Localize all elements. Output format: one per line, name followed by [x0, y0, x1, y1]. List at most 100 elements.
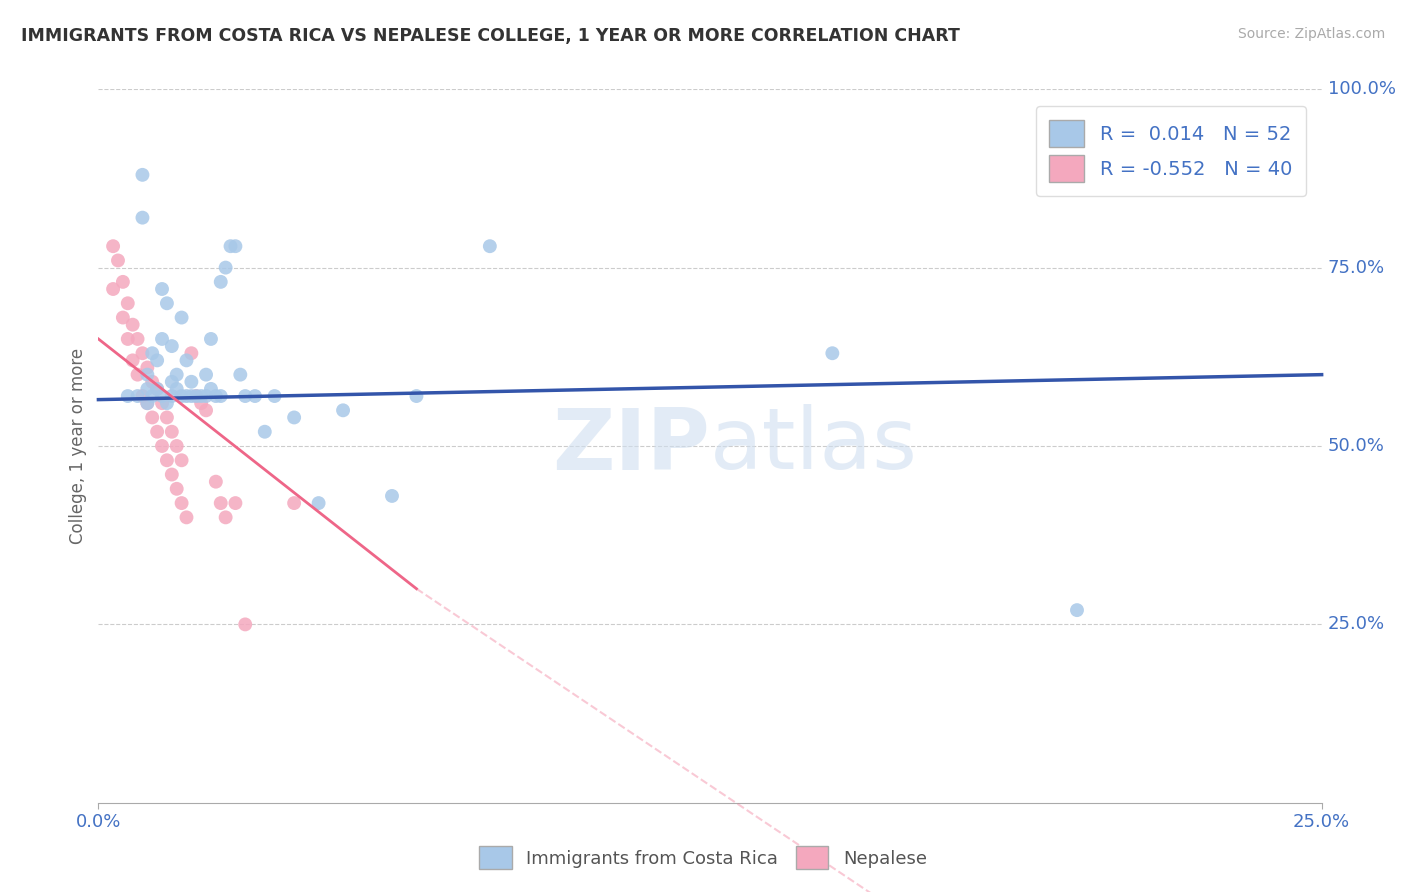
- Point: [111, 310, 134, 325]
- Text: 50.0%: 50.0%: [1327, 437, 1385, 455]
- Point: [195, 403, 218, 417]
- Point: [176, 389, 198, 403]
- Point: [156, 296, 179, 310]
- Point: [190, 389, 212, 403]
- Point: [141, 410, 163, 425]
- Point: [160, 375, 183, 389]
- Legend: R =  0.014   N = 52, R = -0.552   N = 40: R = 0.014 N = 52, R = -0.552 N = 40: [1036, 106, 1306, 196]
- Point: [136, 360, 159, 375]
- Point: [200, 332, 222, 346]
- Point: [170, 496, 193, 510]
- Text: Source: ZipAtlas.com: Source: ZipAtlas.com: [1237, 27, 1385, 41]
- Point: [156, 453, 179, 467]
- Point: [263, 389, 285, 403]
- Point: [136, 396, 159, 410]
- Point: [186, 389, 208, 403]
- Text: 25.0%: 25.0%: [1327, 615, 1385, 633]
- Point: [283, 496, 305, 510]
- Point: [381, 489, 404, 503]
- Point: [150, 396, 173, 410]
- Point: [205, 475, 228, 489]
- Point: [127, 332, 149, 346]
- Point: [166, 439, 188, 453]
- Point: [121, 318, 143, 332]
- Text: ZIP: ZIP: [553, 404, 710, 488]
- Point: [214, 260, 236, 275]
- Point: [180, 375, 202, 389]
- Point: [150, 439, 173, 453]
- Point: [195, 368, 218, 382]
- Point: [156, 410, 179, 425]
- Point: [150, 282, 173, 296]
- Point: [160, 467, 183, 482]
- Point: [141, 346, 163, 360]
- Point: [101, 282, 124, 296]
- Point: [121, 353, 143, 368]
- Point: [205, 389, 228, 403]
- Point: [127, 389, 149, 403]
- Point: [160, 339, 183, 353]
- Text: 100.0%: 100.0%: [1327, 80, 1396, 98]
- Point: [101, 239, 124, 253]
- Point: [233, 389, 256, 403]
- Point: [170, 310, 193, 325]
- Point: [117, 332, 139, 346]
- Legend: Immigrants from Costa Rica, Nepalese: Immigrants from Costa Rica, Nepalese: [470, 838, 936, 879]
- Point: [209, 389, 232, 403]
- Point: [127, 368, 149, 382]
- Point: [150, 332, 173, 346]
- Point: [821, 346, 844, 360]
- Point: [131, 211, 153, 225]
- Point: [170, 453, 193, 467]
- Point: [176, 510, 198, 524]
- Y-axis label: College, 1 year or more: College, 1 year or more: [69, 348, 87, 544]
- Point: [186, 389, 208, 403]
- Point: [117, 389, 139, 403]
- Text: 75.0%: 75.0%: [1327, 259, 1385, 277]
- Point: [200, 382, 222, 396]
- Point: [160, 425, 183, 439]
- Point: [195, 389, 218, 403]
- Point: [209, 496, 232, 510]
- Point: [214, 510, 236, 524]
- Point: [233, 617, 256, 632]
- Point: [332, 403, 354, 417]
- Point: [136, 382, 159, 396]
- Point: [283, 410, 305, 425]
- Point: [150, 389, 173, 403]
- Point: [166, 482, 188, 496]
- Point: [224, 496, 246, 510]
- Point: [131, 168, 153, 182]
- Point: [146, 382, 169, 396]
- Point: [141, 389, 163, 403]
- Point: [224, 239, 246, 253]
- Point: [1066, 603, 1088, 617]
- Point: [253, 425, 276, 439]
- Point: [146, 382, 169, 396]
- Point: [131, 389, 153, 403]
- Point: [156, 396, 179, 410]
- Point: [229, 368, 252, 382]
- Point: [308, 496, 330, 510]
- Point: [136, 368, 159, 382]
- Point: [219, 239, 242, 253]
- Point: [180, 346, 202, 360]
- Point: [160, 389, 183, 403]
- Point: [141, 375, 163, 389]
- Point: [146, 353, 169, 368]
- Point: [131, 346, 153, 360]
- Point: [107, 253, 129, 268]
- Point: [176, 353, 198, 368]
- Point: [166, 382, 188, 396]
- Point: [209, 275, 232, 289]
- Point: [180, 389, 202, 403]
- Point: [117, 296, 139, 310]
- Text: IMMIGRANTS FROM COSTA RICA VS NEPALESE COLLEGE, 1 YEAR OR MORE CORRELATION CHART: IMMIGRANTS FROM COSTA RICA VS NEPALESE C…: [21, 27, 960, 45]
- Text: atlas: atlas: [710, 404, 918, 488]
- Point: [170, 389, 193, 403]
- Point: [166, 368, 188, 382]
- Point: [136, 396, 159, 410]
- Point: [243, 389, 266, 403]
- Point: [146, 425, 169, 439]
- Point: [190, 396, 212, 410]
